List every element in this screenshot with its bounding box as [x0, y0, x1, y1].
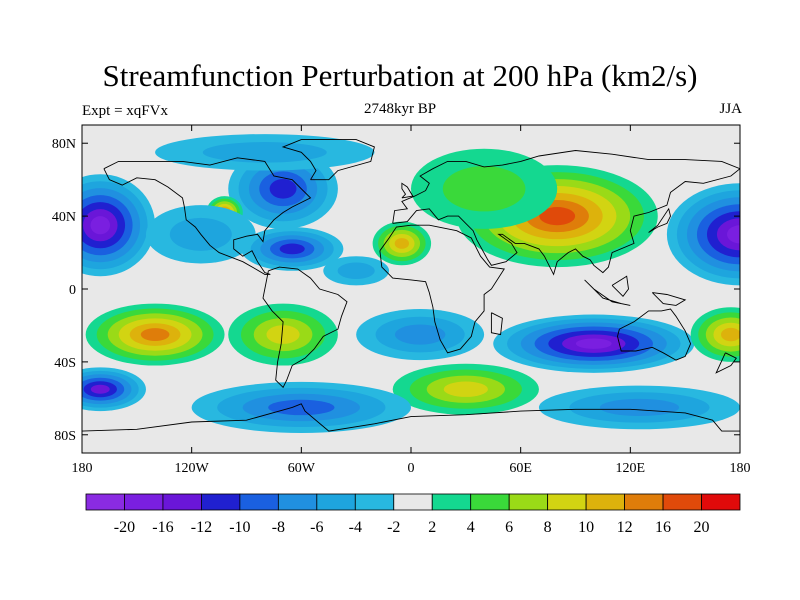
- contour-south-america-high: [266, 325, 300, 344]
- colorbar-label: 8: [544, 519, 552, 536]
- contour-asia-high: [539, 207, 576, 226]
- coastline: [648, 207, 671, 233]
- y-tick-label: 40N: [52, 210, 76, 225]
- contour-far-east-high: [721, 327, 740, 342]
- coastline: [490, 312, 503, 336]
- colorbar-swatch: [239, 493, 279, 511]
- colorbar-swatch: [508, 493, 549, 511]
- contour-field: [82, 134, 740, 433]
- coastline: [281, 139, 375, 181]
- colorbar-label: -12: [191, 519, 212, 536]
- y-tick-label: 80S: [54, 429, 76, 444]
- y-tick-label: 0: [69, 283, 76, 298]
- colorbar-label: -2: [387, 519, 400, 536]
- coastline: [392, 150, 740, 276]
- coastline: [401, 182, 414, 199]
- colorbar-swatch: [470, 493, 510, 511]
- colorbar-swatch: [585, 493, 625, 511]
- coastline: [379, 224, 505, 354]
- x-tick-label: 120E: [616, 461, 646, 476]
- colorbar-swatch: [662, 493, 702, 511]
- colorbar-swatch: [393, 493, 433, 511]
- colorbar-swatch: [277, 493, 318, 511]
- coastline: [262, 266, 348, 389]
- contour-tropical-atlantic-low: [337, 262, 375, 280]
- x-tick-label: 60E: [509, 461, 532, 476]
- colorbar-swatch: [162, 493, 202, 511]
- colorbar-swatch: [431, 493, 472, 511]
- contour-east-asia-green: [442, 166, 526, 212]
- contour-north-africa-high: [394, 238, 410, 249]
- contour-southern-ocean-high: [443, 381, 488, 397]
- coastline: [617, 308, 692, 361]
- colorbar-swatch: [201, 493, 241, 511]
- colorbar-label: 10: [578, 519, 594, 536]
- colorbar-swatch: [547, 493, 587, 511]
- coastline: [651, 292, 687, 306]
- colorbar-label: -8: [272, 519, 285, 536]
- colorbar-label: -10: [229, 519, 250, 536]
- colorbar-label: 20: [694, 519, 710, 536]
- colorbar-swatch: [354, 493, 395, 511]
- contour-canada-low: [269, 178, 297, 199]
- colorbar-label: 2: [428, 519, 436, 536]
- colorbar-label: 4: [467, 519, 475, 536]
- coastline: [82, 403, 740, 432]
- colorbar-label: 16: [655, 519, 671, 536]
- coastline: [611, 275, 629, 297]
- colorbar-swatch: [624, 493, 664, 511]
- y-tick-label: 80N: [52, 137, 76, 152]
- contour-north-pacific-east-low: [90, 216, 111, 235]
- contour-north-pacific-west-low: [726, 225, 740, 244]
- x-tick-label: 0: [408, 461, 415, 476]
- colorbar-label: 12: [617, 519, 633, 536]
- contour-south-atlantic-low: [394, 324, 446, 345]
- contour-indian-ocean-low: [575, 338, 612, 349]
- colorbar-label: -20: [114, 519, 135, 536]
- coastline: [584, 279, 631, 306]
- contour-pacific-south-low: [90, 384, 110, 394]
- contour-south-pacific-high: [140, 328, 170, 341]
- contour-caribbean-low: [279, 243, 305, 255]
- coastline: [103, 157, 312, 275]
- x-tick-label: 180: [72, 461, 93, 476]
- coastline: [715, 352, 737, 374]
- colorbar-label: -4: [349, 519, 362, 536]
- chart-title: Streamfunction Perturbation at 200 hPa (…: [102, 58, 698, 93]
- coastlines: [82, 139, 740, 432]
- contour-antarctic-low-west: [268, 399, 335, 416]
- colorbar-label: -6: [310, 519, 323, 536]
- colorbar-swatch: [124, 493, 164, 511]
- colorbar-label: 6: [505, 519, 513, 536]
- colorbar-swatch: [701, 493, 741, 511]
- contour-arctic-low: [202, 142, 327, 163]
- season-label: JJA: [719, 101, 742, 117]
- x-tick-label: 120W: [175, 461, 210, 476]
- y-tick-label: 40S: [54, 356, 76, 371]
- contour-antarctic-low-east: [599, 398, 680, 417]
- colorbar-swatch: [316, 493, 356, 511]
- x-tick-label: 180: [730, 461, 751, 476]
- colorbar-label: -16: [152, 519, 173, 536]
- experiment-label: Expt = xqFVx: [82, 103, 168, 119]
- x-tick-label: 60W: [288, 461, 316, 476]
- colorbar-swatch: [85, 493, 125, 511]
- period-label: 2748kyr BP: [363, 101, 437, 117]
